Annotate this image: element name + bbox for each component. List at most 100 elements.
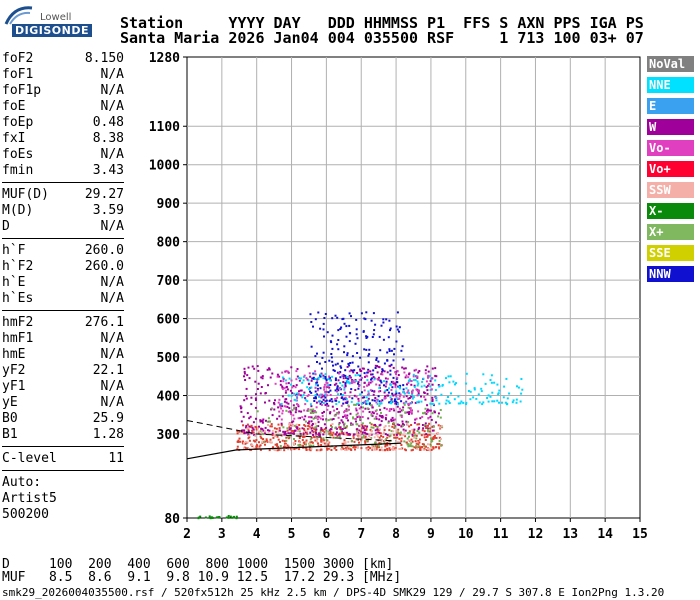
echo-point [398, 441, 401, 444]
echo-point [342, 415, 345, 418]
echo-point [427, 428, 430, 431]
echo-point [416, 375, 419, 378]
echo-point [392, 448, 395, 451]
echo-point [288, 377, 291, 380]
echo-point [394, 371, 397, 374]
echo-point [408, 413, 410, 415]
echo-point [375, 417, 378, 420]
echo-point [366, 407, 369, 410]
echo-point [381, 370, 383, 373]
echo-point [304, 397, 307, 400]
echo-point [286, 405, 289, 408]
echo-point [392, 423, 394, 425]
y-tick-label: 1280 [149, 51, 180, 66]
param-row: foF2 8.150 [2, 51, 124, 67]
x-tick-label: 11 [493, 527, 509, 542]
echo-point [408, 411, 411, 413]
echo-point [369, 433, 372, 436]
echo-point [311, 423, 314, 425]
echo-point [356, 446, 359, 449]
echo-point [339, 426, 342, 429]
echo-point [490, 381, 493, 384]
echo-point [397, 428, 400, 431]
echo-point [410, 424, 413, 426]
echo-point [379, 402, 382, 405]
echo-point [404, 401, 407, 404]
echo-point [295, 406, 297, 409]
echo-point [280, 403, 283, 405]
parameter-group-virtual-heights: h`F 260.0 h`F2 260.0 h`E N/A h`Es N/A [2, 243, 124, 307]
echo-point [402, 428, 405, 431]
echo-point [349, 433, 351, 436]
echo-point [455, 382, 457, 385]
echo-point [258, 425, 260, 428]
echo-point [400, 447, 402, 450]
echo-point [287, 436, 290, 439]
echo-point [381, 415, 384, 417]
echo-point [244, 440, 247, 443]
echo-point [296, 427, 299, 430]
echo-point [428, 433, 431, 436]
echo-point [300, 445, 303, 448]
echo-point [332, 436, 335, 439]
echo-point [326, 404, 329, 407]
echo-point [266, 368, 269, 371]
echo-point [467, 390, 470, 392]
echo-point [320, 403, 323, 406]
echo-point [355, 420, 357, 423]
echo-point [383, 407, 386, 410]
echo-point [343, 439, 346, 442]
echo-point [379, 390, 382, 393]
echo-point [411, 435, 414, 437]
echo-point [346, 448, 349, 451]
legend-item-sse: SSE [647, 245, 694, 261]
echo-point [331, 317, 334, 320]
echo-point [340, 429, 343, 432]
echo-point [360, 378, 363, 381]
echo-point [345, 377, 347, 379]
echo-point [426, 365, 429, 368]
echo-point [277, 445, 280, 448]
echo-point [314, 395, 317, 398]
echo-point [512, 399, 515, 402]
echo-point [344, 448, 346, 451]
echo-point [314, 430, 317, 433]
echo-point [346, 425, 348, 428]
echo-point [496, 399, 499, 402]
echo-point [348, 382, 351, 384]
echo-point [312, 434, 315, 436]
echo-point [398, 448, 401, 450]
echo-point [331, 375, 334, 378]
echo-point [274, 443, 277, 446]
y-tick-label: 400 [157, 390, 181, 405]
echo-point [378, 366, 381, 369]
echo-point [369, 381, 372, 384]
echo-point [448, 402, 451, 404]
echo-point [376, 429, 379, 432]
echo-point [307, 365, 310, 368]
echo-point [412, 379, 415, 382]
echo-point [311, 429, 314, 432]
echo-point [261, 375, 264, 378]
echo-point [348, 332, 351, 335]
echo-point [394, 436, 397, 439]
echo-point [473, 388, 476, 391]
echo-point [435, 421, 437, 424]
echo-point [367, 445, 370, 448]
echo-point [308, 420, 311, 423]
echo-point [489, 395, 492, 398]
echo-point [390, 363, 393, 366]
echo-point [359, 416, 362, 419]
echo-point [370, 414, 373, 417]
echo-point [328, 432, 331, 435]
echo-point [334, 414, 337, 417]
echo-point [236, 448, 239, 451]
echo-point [273, 408, 276, 411]
echo-point [369, 370, 372, 373]
echo-point [380, 324, 383, 327]
echo-point [380, 411, 382, 414]
echo-point [290, 379, 293, 382]
echo-point [324, 400, 327, 403]
echo-point [281, 387, 284, 390]
y-tick-label: 1000 [149, 159, 180, 174]
